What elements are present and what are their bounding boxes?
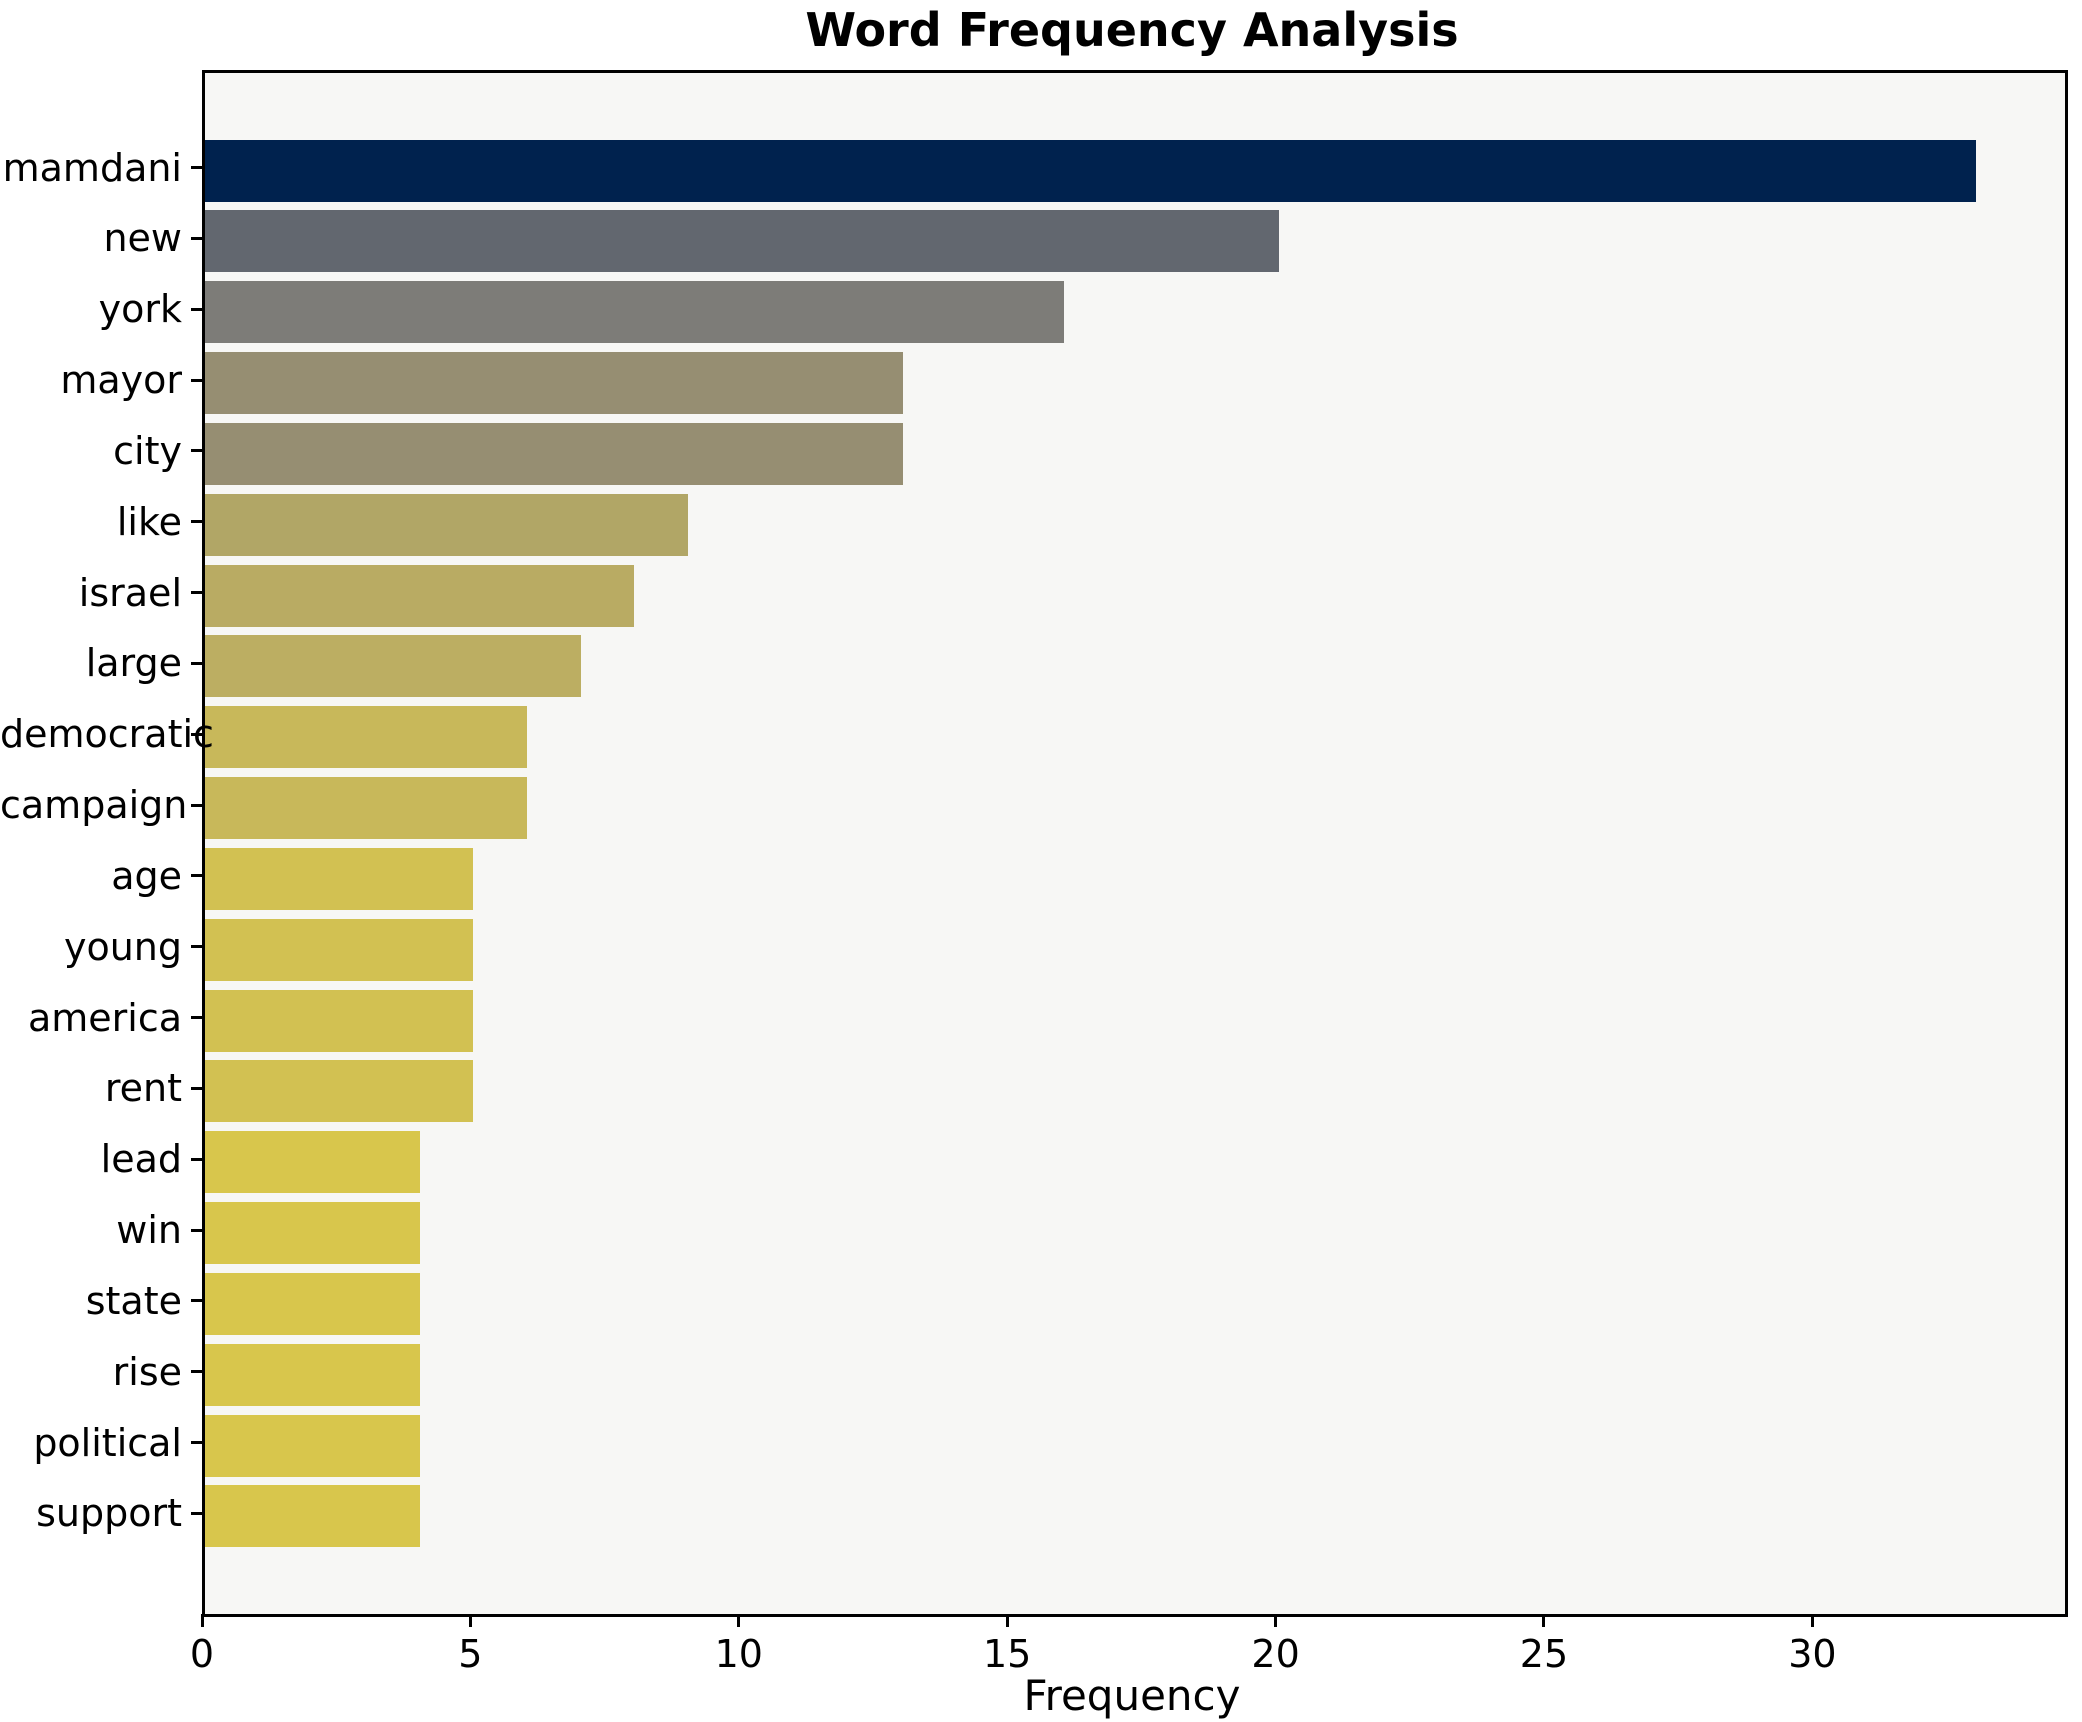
x-tick-label: 15: [983, 1632, 1032, 1676]
y-tick-mark: [191, 166, 202, 169]
bar-israel: [205, 564, 635, 627]
bar-mayor: [205, 352, 903, 415]
bar-america: [205, 989, 474, 1052]
y-tick-label: state: [85, 1278, 182, 1323]
y-tick-label: support: [36, 1491, 182, 1536]
x-tick-label: 20: [1251, 1632, 1300, 1676]
plot-area: [202, 70, 2068, 1617]
x-tick-label: 5: [458, 1632, 483, 1676]
y-tick-mark: [191, 307, 202, 311]
y-tick-mark: [191, 661, 202, 665]
y-tick-mark: [191, 449, 202, 453]
y-tick-label: new: [103, 216, 182, 261]
bar-support: [205, 1485, 420, 1548]
y-tick-label: age: [111, 853, 182, 898]
y-tick-mark: [191, 1086, 202, 1090]
y-tick-mark: [191, 803, 202, 807]
y-tick-label: mamdani: [2, 145, 182, 190]
bar-state: [205, 1272, 420, 1335]
x-tick-mark: [1274, 1614, 1278, 1627]
y-tick-label: campaign: [0, 783, 188, 828]
y-tick-mark: [191, 1016, 202, 1020]
y-tick-mark: [191, 874, 202, 878]
y-tick-label: lead: [100, 1137, 182, 1182]
bar-rise: [205, 1343, 420, 1406]
y-tick-label: large: [85, 641, 182, 686]
bar-new: [205, 210, 1279, 273]
y-tick-mark: [191, 1157, 202, 1161]
bar-rent: [205, 1060, 474, 1123]
bar-like: [205, 493, 689, 556]
bar-young: [205, 918, 474, 981]
x-tick-mark: [200, 1614, 204, 1627]
y-tick-mark: [191, 1299, 202, 1303]
y-tick-mark: [191, 1370, 202, 1374]
y-tick-label: israel: [78, 570, 182, 615]
bar-democratic: [205, 706, 528, 769]
bar-large: [205, 635, 581, 698]
y-tick-label: mayor: [60, 358, 182, 403]
x-tick-mark: [1542, 1614, 1546, 1627]
y-tick-label: political: [33, 1420, 182, 1465]
x-tick-label: 0: [189, 1632, 215, 1676]
y-tick-mark: [191, 591, 202, 595]
x-tick-label: 10: [714, 1632, 763, 1676]
x-tick-mark: [1005, 1614, 1009, 1627]
y-tick-label: york: [98, 287, 182, 332]
x-tick-mark: [1810, 1614, 1814, 1627]
x-tick-label: 25: [1519, 1632, 1569, 1676]
bar-city: [205, 422, 903, 485]
y-tick-label: america: [27, 995, 182, 1040]
bar-campaign: [205, 777, 528, 840]
x-axis-title: Frequency: [1023, 1671, 1241, 1720]
y-tick-label: rise: [112, 1349, 182, 1394]
x-tick-label: 30: [1788, 1632, 1837, 1676]
y-tick-label: win: [116, 1208, 182, 1253]
bar-win: [205, 1202, 420, 1265]
y-tick-label: young: [63, 924, 182, 969]
x-tick-mark: [468, 1614, 472, 1627]
y-tick-mark: [191, 1228, 202, 1232]
bar-york: [205, 281, 1064, 344]
y-tick-label: like: [116, 499, 182, 544]
bar-age: [205, 847, 474, 910]
y-tick-mark: [191, 236, 202, 240]
y-tick-label: rent: [104, 1066, 182, 1111]
y-tick-mark: [191, 1511, 202, 1515]
chart-title: Word Frequency Analysis: [805, 3, 1459, 57]
y-tick-mark: [191, 378, 202, 382]
bar-lead: [205, 1131, 420, 1194]
bar-political: [205, 1414, 420, 1477]
y-tick-label: democratic: [0, 712, 214, 757]
y-tick-label: city: [113, 428, 182, 473]
y-tick-mark: [191, 732, 202, 736]
x-tick-mark: [737, 1614, 741, 1627]
y-tick-mark: [191, 520, 202, 524]
y-tick-mark: [191, 1441, 202, 1445]
y-tick-mark: [191, 945, 202, 949]
bar-mamdani: [205, 139, 1977, 202]
